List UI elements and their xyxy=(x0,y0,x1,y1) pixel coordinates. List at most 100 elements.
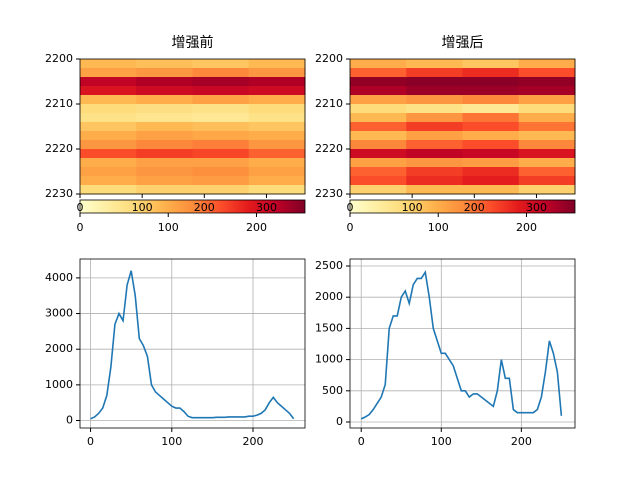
heatmap-cell xyxy=(350,113,407,123)
heatmap-cell xyxy=(192,113,250,123)
y-tick-label: 3000 xyxy=(45,307,73,320)
heatmap-cell xyxy=(406,131,463,141)
heatmap-cell xyxy=(350,149,407,159)
y-tick-label: 2200 xyxy=(315,52,343,65)
heatmap-cell xyxy=(80,113,137,123)
heatmap-cell xyxy=(248,122,306,132)
heatmap-cell xyxy=(192,59,250,69)
colorbar-tick-label: 100 xyxy=(428,221,449,234)
y-tick-label: 500 xyxy=(322,384,343,397)
heatmap-cell xyxy=(406,95,463,105)
heatmap-cell xyxy=(518,113,576,123)
heatmap-cell xyxy=(406,104,463,114)
y-tick-label: 2230 xyxy=(315,187,343,200)
heatmap-cell xyxy=(518,95,576,105)
x-tick-label: 200 xyxy=(511,435,532,448)
heatmap-cell xyxy=(80,140,137,150)
heatmap-cell xyxy=(462,158,520,168)
heatmap-cell xyxy=(406,149,463,159)
x-tick-label: 200 xyxy=(464,201,485,214)
colorbar-tick-label: 100 xyxy=(158,221,179,234)
colorbar xyxy=(349,199,576,214)
heatmap-cell xyxy=(136,86,193,96)
heatmap-cell xyxy=(248,176,306,186)
heatmap-cell xyxy=(248,59,306,69)
heatmap-cell xyxy=(248,140,306,150)
heatmap-cell xyxy=(462,131,520,141)
heatmap-cell xyxy=(350,95,407,105)
heatmap-cell xyxy=(518,158,576,168)
heatmap-cell xyxy=(350,68,407,78)
y-tick-label: 0 xyxy=(66,414,73,427)
heatmap-cell xyxy=(136,77,193,87)
histogram-line xyxy=(90,270,295,420)
x-tick-label: 0 xyxy=(87,435,94,448)
heatmap-cell xyxy=(518,167,576,177)
x-tick-label: 100 xyxy=(402,201,423,214)
heatmap-cell xyxy=(406,140,463,150)
x-tick-label: 100 xyxy=(431,435,452,448)
heatmap-cell xyxy=(518,77,576,87)
y-tick-label: 2220 xyxy=(45,142,73,155)
heatmap-cell xyxy=(248,86,306,96)
heatmap-cell xyxy=(350,185,407,195)
heatmap-cell xyxy=(462,167,520,177)
heatmap-cell xyxy=(80,149,137,159)
heatmap-cell xyxy=(80,95,137,105)
heatmap-cell xyxy=(350,140,407,150)
colorbar-tick-label: 200 xyxy=(246,221,267,234)
heatmap-cell xyxy=(136,59,193,69)
heatmap-cell xyxy=(406,176,463,186)
heatmap-cell xyxy=(248,68,306,78)
y-tick-label: 2500 xyxy=(315,259,343,272)
heatmap-cell xyxy=(350,77,407,87)
heatmap-cell xyxy=(136,167,193,177)
heatmap-cell xyxy=(136,113,193,123)
heatmap-cell xyxy=(248,167,306,177)
heatmap-cell xyxy=(350,122,407,132)
heatmap-cell xyxy=(136,149,193,159)
heatmap-cell xyxy=(462,59,520,69)
heatmap-cell xyxy=(406,167,463,177)
heatmap-cell xyxy=(80,122,137,132)
heatmap-cell xyxy=(248,113,306,123)
heatmap-cell xyxy=(462,185,520,195)
heatmap-cell xyxy=(350,104,407,114)
heatmap-cell xyxy=(518,185,576,195)
heatmap-cell xyxy=(518,149,576,159)
heatmap-cell xyxy=(350,86,407,96)
heatmap-cell xyxy=(518,68,576,78)
heatmap-cell xyxy=(192,176,250,186)
heatmap-cell xyxy=(350,176,407,186)
heatmap-cell xyxy=(518,131,576,141)
heatmap-cell xyxy=(248,95,306,105)
colorbar-tick-label: 0 xyxy=(347,221,354,234)
heatmap-cell xyxy=(518,59,576,69)
heatmap-cell xyxy=(80,77,137,87)
heatmap-cell xyxy=(462,113,520,123)
heatmap-cell xyxy=(80,167,137,177)
heatmap-cell xyxy=(192,86,250,96)
heatmap-cell xyxy=(192,104,250,114)
y-tick-label: 1500 xyxy=(315,321,343,334)
heatmap-cell xyxy=(462,86,520,96)
colorbar-tick-label: 0 xyxy=(77,221,84,234)
heatmap-cell xyxy=(248,77,306,87)
y-tick-label: 2200 xyxy=(45,52,73,65)
x-tick-label: 200 xyxy=(243,435,264,448)
heatmap-cell xyxy=(192,95,250,105)
y-tick-label: 2000 xyxy=(315,290,343,303)
y-tick-label: 2000 xyxy=(45,342,73,355)
heatmap-cell xyxy=(192,122,250,132)
axes-frame xyxy=(349,58,576,195)
heatmap-cell xyxy=(80,59,137,69)
heatmap-cell xyxy=(80,131,137,141)
heatmap-cell xyxy=(192,140,250,150)
heatmap-cell xyxy=(136,176,193,186)
y-tick-label: 2210 xyxy=(315,97,343,110)
heatmap-cell xyxy=(406,59,463,69)
x-tick-label: 300 xyxy=(256,201,277,214)
heatmap-cell xyxy=(462,122,520,132)
subplot-title: 增强前 xyxy=(172,34,214,51)
